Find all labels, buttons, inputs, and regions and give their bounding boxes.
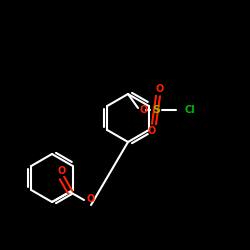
Text: O: O <box>148 126 156 136</box>
Text: S: S <box>152 105 160 115</box>
Text: O: O <box>87 194 95 204</box>
Text: Cl: Cl <box>184 105 196 115</box>
Text: O: O <box>140 105 148 115</box>
Text: O: O <box>58 166 66 176</box>
Text: O: O <box>156 84 164 94</box>
